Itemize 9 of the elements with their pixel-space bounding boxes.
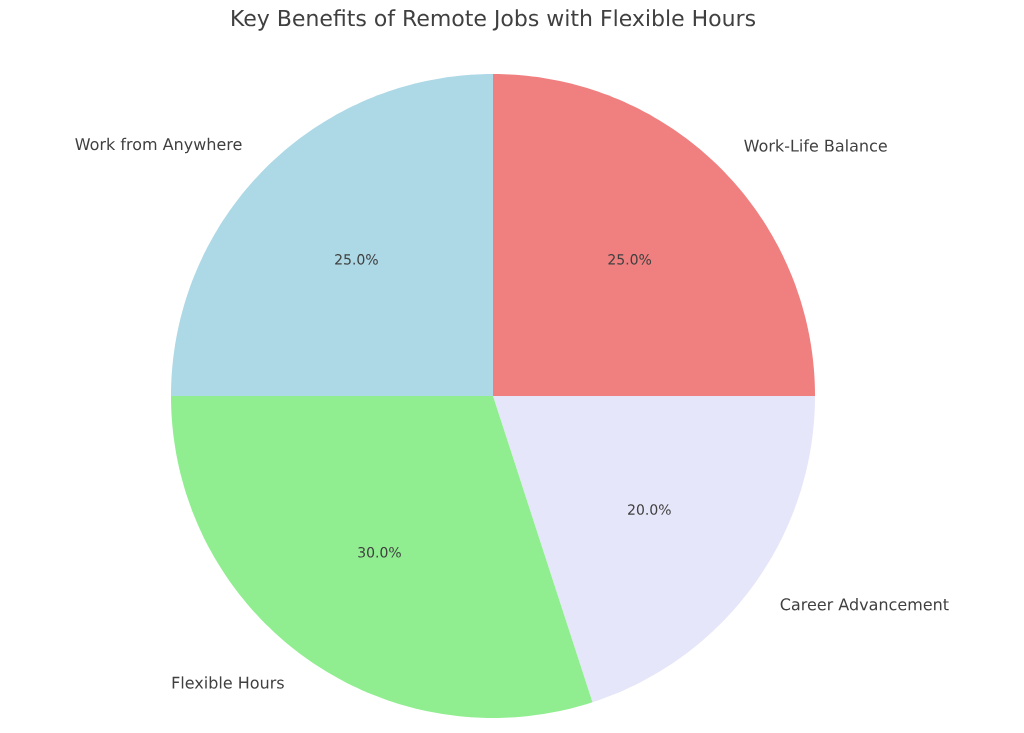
slice-label: Flexible Hours: [172, 676, 284, 689]
data-label: 25.0%: [608, 254, 652, 265]
chart-title: Key Benefits of Remote Jobs with Flexible Hours: [232, 9, 756, 31]
data-label: 20.0%: [628, 504, 671, 515]
data-label: 25.0%: [335, 254, 378, 265]
data-label: 30.0%: [358, 546, 401, 558]
slice-label: Work from Anywhere: [75, 137, 242, 154]
slice-label: Career Advancement: [780, 597, 949, 611]
slice-label: Work-Life Balance: [744, 139, 887, 152]
